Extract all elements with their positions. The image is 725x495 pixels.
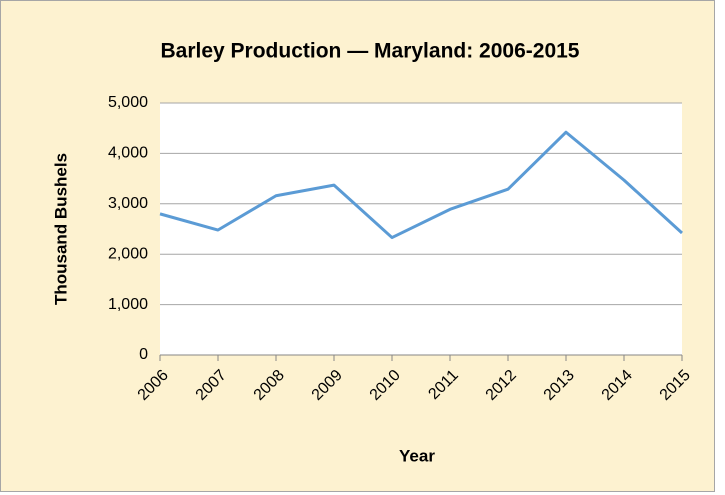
plot-area <box>160 103 682 355</box>
y-tick-label: 2,000 <box>108 245 148 262</box>
y-tick-label: 4,000 <box>108 145 148 162</box>
y-tick-label: 3,000 <box>108 195 148 212</box>
x-axis-title: Year <box>399 446 435 465</box>
y-tick-label: 1,000 <box>108 296 148 313</box>
chart-title: Barley Production — Maryland: 2006-2015 <box>161 40 580 63</box>
y-axis-title: Thousand Bushels <box>51 153 70 305</box>
y-tick-label: 0 <box>139 346 148 363</box>
y-tick-label: 5,000 <box>108 94 148 111</box>
data-line <box>159 130 684 240</box>
